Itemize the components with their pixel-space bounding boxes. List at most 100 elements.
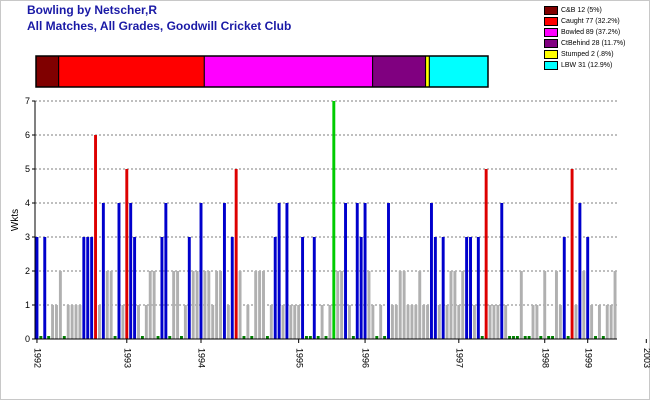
bar	[234, 169, 238, 339]
bar	[570, 169, 574, 339]
bar	[51, 305, 55, 339]
bar	[297, 305, 301, 339]
bar	[351, 336, 355, 339]
bar	[70, 305, 74, 339]
bar	[164, 203, 168, 339]
bar	[285, 203, 289, 339]
bar	[58, 271, 62, 339]
legend: C&B 12 (5%) Caught 77 (32.2%) Bowled 89 …	[544, 5, 648, 71]
legend-swatch-cb	[544, 5, 558, 15]
bar	[601, 336, 605, 339]
bar	[281, 305, 285, 339]
wickets-plot: 0 1 2 3 4 5 6 7 Wkts 1992 1993 1994 1995 1996 1997 1998…	[10, 96, 650, 368]
bar	[332, 101, 336, 339]
bar	[97, 305, 101, 339]
dismissal-segment-stumped	[425, 55, 430, 88]
bar	[492, 305, 496, 339]
bar	[137, 305, 140, 339]
bar	[355, 203, 359, 339]
bar	[539, 336, 543, 339]
bar	[586, 237, 590, 339]
y-tick-label: 5	[25, 164, 30, 174]
legend-item-lbw: LBW 31 (12.9%)	[544, 60, 648, 70]
bar	[500, 203, 504, 339]
bar	[394, 305, 398, 339]
bar	[109, 271, 113, 339]
bar	[129, 203, 133, 339]
bar	[469, 237, 472, 339]
y-tick-label: 6	[25, 130, 30, 140]
y-tick-label: 7	[25, 96, 30, 106]
bar	[472, 305, 476, 339]
legend-swatch-ctbehind	[544, 38, 558, 48]
bar	[578, 203, 582, 339]
bar	[47, 336, 51, 339]
bar	[144, 305, 148, 339]
bar	[566, 336, 570, 339]
bar	[324, 336, 328, 339]
bar	[554, 271, 558, 339]
bar	[148, 271, 152, 339]
bar	[562, 237, 566, 339]
x-tick-label: 1993	[122, 348, 132, 368]
bar	[484, 169, 488, 339]
bar	[504, 305, 508, 339]
bar	[238, 271, 242, 339]
legend-label-cb: C&B 12 (5%)	[561, 6, 602, 14]
bar	[152, 271, 156, 339]
bar	[113, 336, 117, 339]
bar	[461, 271, 465, 339]
legend-item-ctbehind: CtBehind 28 (11.7%)	[544, 38, 648, 48]
bar	[609, 305, 613, 339]
bar	[543, 271, 547, 339]
dismissal-segment-cb	[35, 55, 60, 88]
x-tick-label: 1998	[540, 348, 550, 368]
bar	[547, 336, 551, 339]
bar	[488, 305, 492, 339]
bar	[410, 305, 414, 339]
y-tick-label: 4	[25, 198, 30, 208]
bar	[476, 237, 480, 339]
bar	[125, 169, 129, 339]
bar	[156, 336, 160, 339]
bar	[312, 237, 316, 339]
bar	[375, 336, 379, 339]
y-tick-label: 0	[25, 334, 30, 344]
bar	[574, 305, 578, 339]
dismissal-stacked-bar	[35, 55, 489, 88]
bar	[203, 271, 207, 339]
bar	[398, 271, 402, 339]
legend-swatch-caught	[544, 16, 558, 26]
bar	[387, 203, 390, 339]
bar	[207, 271, 211, 339]
bar	[277, 203, 281, 339]
bar	[340, 271, 344, 339]
legend-item-caught: Caught 77 (32.2%)	[544, 16, 648, 26]
bar	[105, 271, 109, 339]
bar	[316, 336, 320, 339]
bar	[62, 336, 66, 339]
bar	[121, 305, 125, 339]
bar	[230, 237, 234, 339]
bar	[215, 271, 219, 339]
dismissal-segment-caught	[58, 55, 205, 88]
bar	[74, 305, 78, 339]
bar	[426, 305, 430, 339]
legend-swatch-lbw	[544, 60, 558, 70]
bar	[347, 305, 351, 339]
bar	[242, 336, 246, 339]
bar	[597, 305, 601, 339]
bar	[94, 135, 98, 339]
bar	[265, 336, 269, 339]
bar	[449, 271, 453, 339]
dismissal-bar-border	[35, 55, 489, 88]
legend-label-stumped: Stumped 2 (.8%)	[561, 50, 614, 58]
bar	[379, 305, 383, 339]
bar	[35, 237, 39, 339]
bar	[551, 336, 555, 339]
bar	[222, 203, 226, 339]
bar	[289, 305, 293, 339]
bar	[590, 305, 594, 339]
bar	[515, 336, 519, 339]
bar	[308, 336, 312, 339]
